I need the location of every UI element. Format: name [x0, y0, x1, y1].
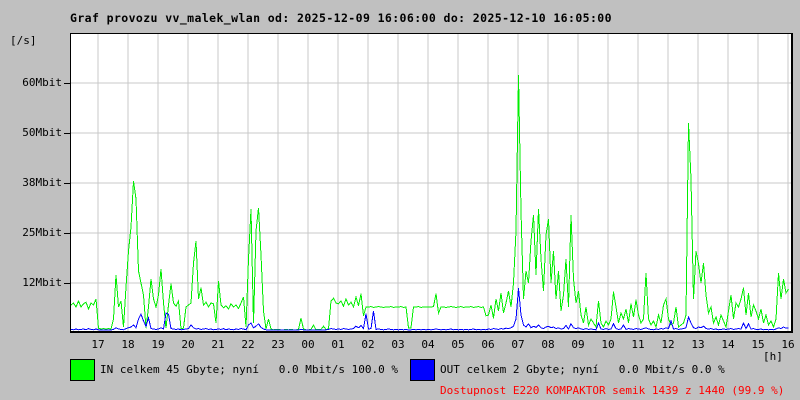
x-tick-label: 18 — [121, 338, 135, 351]
legend-in-label: IN celkem 45 Gbyte; nyní 0.0 Mbit/s 100.… — [100, 363, 399, 376]
x-tick-label: 19 — [151, 338, 165, 351]
x-tick-label: 11 — [631, 338, 645, 351]
x-tick-label: 04 — [421, 338, 435, 351]
x-tick-label: 14 — [721, 338, 735, 351]
x-tick-label: 10 — [601, 338, 615, 351]
x-tick-label: 13 — [691, 338, 705, 351]
x-tick-label: 21 — [211, 338, 225, 351]
x-tick-label: 01 — [331, 338, 345, 351]
y-tick-label: 50Mbit — [22, 126, 62, 139]
graph-title: Graf provozu vv_malek_wlan od: 2025-12-0… — [70, 11, 612, 25]
legend-out-label: OUT celkem 2 Gbyte; nyní 0.0 Mbit/s 0.0 … — [440, 363, 725, 376]
x-tick-label: 09 — [571, 338, 585, 351]
y-tick-mark — [64, 83, 70, 84]
x-tick-label: 08 — [541, 338, 555, 351]
y-tick-label: 38Mbit — [22, 176, 62, 189]
y-tick-label: 25Mbit — [22, 226, 62, 239]
y-tick-label: 12Mbit — [22, 276, 62, 289]
availability-status-text: Dostupnost E220 KOMPAKTOR semik 1439 z 1… — [440, 384, 785, 397]
plot-area — [70, 33, 793, 333]
x-axis-unit-label: [h] — [763, 350, 783, 363]
y-tick-mark — [64, 233, 70, 234]
legend-out-swatch — [410, 359, 435, 381]
traffic-chart — [71, 34, 791, 331]
y-tick-mark — [64, 283, 70, 284]
y-tick-mark — [64, 183, 70, 184]
legend-in-swatch — [70, 359, 95, 381]
x-tick-label: 00 — [301, 338, 315, 351]
series-in-line — [71, 74, 789, 331]
x-tick-label: 05 — [451, 338, 465, 351]
x-tick-label: 20 — [181, 338, 195, 351]
y-tick-mark — [64, 133, 70, 134]
x-tick-label: 02 — [361, 338, 375, 351]
x-tick-label: 06 — [481, 338, 495, 351]
series-out-line — [71, 288, 789, 331]
x-tick-label: 15 — [751, 338, 765, 351]
y-tick-label: 60Mbit — [22, 76, 62, 89]
x-tick-label: 07 — [511, 338, 525, 351]
x-tick-label: 17 — [91, 338, 105, 351]
x-tick-label: 03 — [391, 338, 405, 351]
x-tick-label: 23 — [271, 338, 285, 351]
x-tick-label: 12 — [661, 338, 675, 351]
x-tick-label: 16 — [781, 338, 795, 351]
y-axis-unit-label: [/s] — [10, 34, 37, 47]
x-tick-label: 22 — [241, 338, 255, 351]
